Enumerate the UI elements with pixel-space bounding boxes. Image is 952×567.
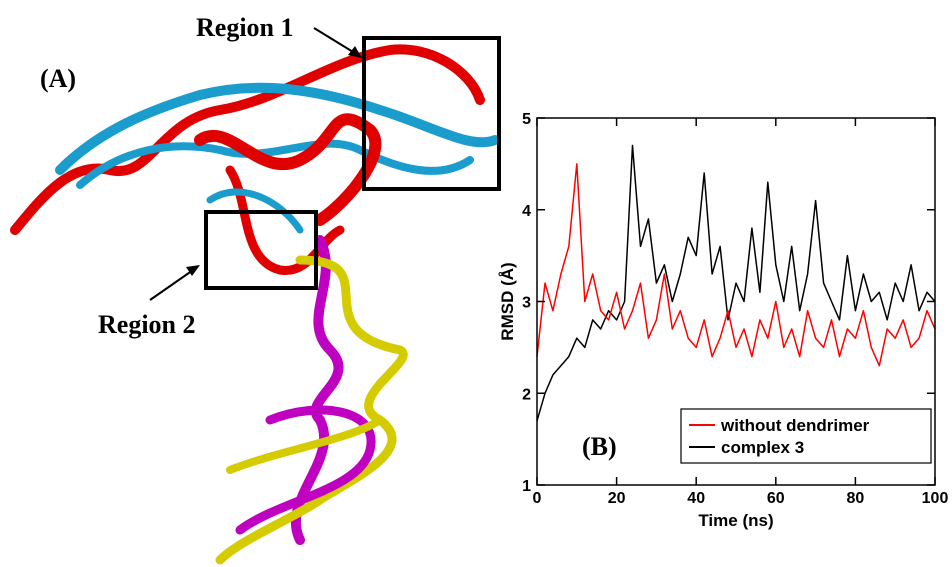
- panel-label: (A): [40, 64, 76, 93]
- y-axis-label: RMSD (Å): [498, 262, 517, 340]
- y-tick-label: 1: [522, 478, 531, 495]
- panel-label: (B): [582, 432, 617, 461]
- protein-structure: [10, 44, 500, 565]
- region-box: [362, 36, 501, 191]
- y-tick-label: 5: [522, 111, 531, 128]
- series-line: [536, 163, 936, 367]
- y-tick-label: 3: [522, 295, 531, 312]
- x-tick-label: 60: [767, 490, 785, 507]
- arrowhead: [186, 265, 200, 276]
- region-label: Region 2: [98, 310, 196, 339]
- rmsd-chart: 1 2 3 4 5 0 20 40 60 80 100 Time (ns) RMSD (Å) (B) wit…: [498, 111, 948, 530]
- series-line: [536, 144, 936, 422]
- legend-label: complex 3: [721, 438, 804, 457]
- arrow: [149, 267, 197, 301]
- x-tick-label: 20: [608, 490, 626, 507]
- x-axis-label: Time (ns): [698, 511, 773, 530]
- region-box: [204, 210, 318, 290]
- arrow: [313, 27, 359, 56]
- x-tick-label: 0: [533, 490, 542, 507]
- legend-label: without dendrimer: [720, 416, 870, 435]
- x-tick-label: 80: [847, 490, 865, 507]
- y-tick-label: 4: [522, 203, 531, 220]
- x-tick-label: 40: [687, 490, 705, 507]
- y-tick-label: 2: [522, 386, 531, 403]
- legend-box: [680, 408, 932, 464]
- x-tick-label: 100: [922, 490, 949, 507]
- arrowhead: [348, 46, 362, 58]
- region-label: Region 1: [196, 13, 294, 42]
